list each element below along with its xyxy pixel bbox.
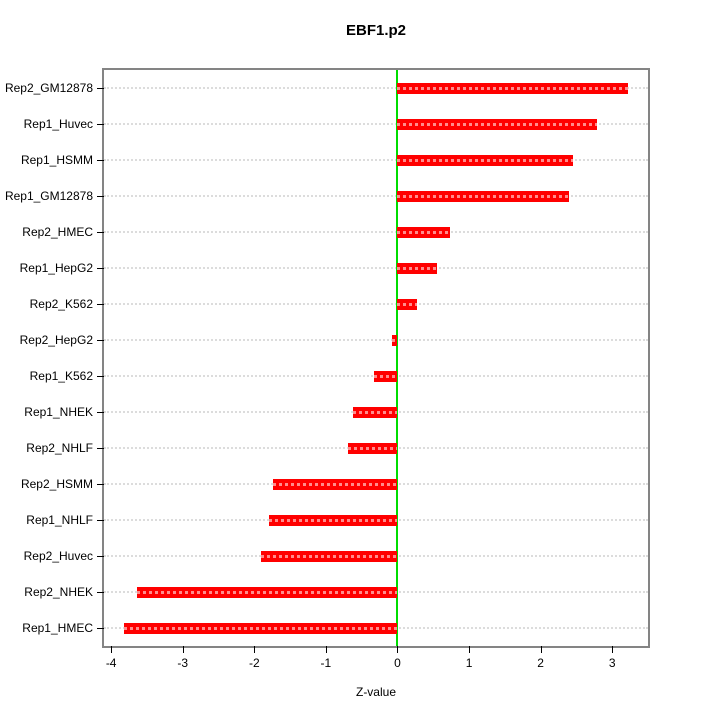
gridline <box>104 303 648 305</box>
gridline <box>104 159 648 161</box>
x-tick <box>469 646 471 653</box>
y-axis-label-Rep1_HepG2: Rep1_HepG2 <box>19 261 93 275</box>
bar-Rep2_HSMM <box>272 478 398 490</box>
y-tick <box>97 484 104 485</box>
gridline <box>104 267 648 269</box>
y-axis-label-Rep2_NHEK: Rep2_NHEK <box>24 585 93 599</box>
y-axis-label-Rep1_Huvec: Rep1_Huvec <box>23 117 93 131</box>
y-tick <box>97 88 104 89</box>
x-tick-label-3: 3 <box>608 656 616 670</box>
bar-Rep2_NHEK <box>136 586 398 598</box>
x-tick-label--2: -2 <box>248 656 260 670</box>
y-axis-label-Rep1_HSMM: Rep1_HSMM <box>20 153 93 167</box>
bar-Rep2_HepG2 <box>391 334 398 346</box>
bar-Rep1_GM12878 <box>397 190 570 202</box>
bar-Rep2_HMEC <box>397 226 450 238</box>
y-axis-label-Rep2_HepG2: Rep2_HepG2 <box>19 333 93 347</box>
y-tick <box>97 412 104 413</box>
y-tick <box>97 232 104 233</box>
chart-title: EBF1.p2 <box>345 22 406 39</box>
plot-area <box>104 70 648 646</box>
bar-Rep1_Huvec <box>397 118 598 130</box>
x-axis-title: Z-value <box>355 685 396 699</box>
x-tick <box>325 646 327 653</box>
y-axis-label-Rep2_HSMM: Rep2_HSMM <box>20 477 93 491</box>
bar-Rep1_K562 <box>373 370 398 382</box>
x-tick <box>111 646 113 653</box>
y-axis-label-Rep1_GM12878: Rep1_GM12878 <box>4 189 93 203</box>
y-tick <box>97 160 104 161</box>
gridline <box>104 123 648 125</box>
gridline <box>104 339 648 341</box>
bar-Rep1_HMEC <box>124 622 398 634</box>
y-tick <box>97 268 104 269</box>
x-tick <box>397 646 399 653</box>
y-tick <box>97 448 104 449</box>
y-tick <box>97 196 104 197</box>
zero-reference-line <box>396 70 399 646</box>
bar-Rep2_GM12878 <box>397 82 629 94</box>
bar-Rep2_NHLF <box>348 442 398 454</box>
x-tick <box>612 646 614 653</box>
x-tick <box>182 646 184 653</box>
x-tick <box>540 646 542 653</box>
y-axis-label-Rep1_NHEK: Rep1_NHEK <box>24 405 93 419</box>
x-tick <box>254 646 256 653</box>
y-axis-label-Rep2_K562: Rep2_K562 <box>29 297 93 311</box>
y-axis-label-Rep2_HMEC: Rep2_HMEC <box>22 225 93 239</box>
x-tick-label--1: -1 <box>320 656 332 670</box>
y-axis-label-Rep1_HMEC: Rep1_HMEC <box>22 621 93 635</box>
bar-Rep1_NHEK <box>353 406 398 418</box>
y-tick <box>97 520 104 521</box>
y-tick <box>97 304 104 305</box>
gridline <box>104 87 648 89</box>
y-tick <box>97 124 104 125</box>
x-tick-label-1: 1 <box>465 656 473 670</box>
bar-Rep2_K562 <box>397 298 418 310</box>
y-tick <box>97 556 104 557</box>
bar-Rep2_Huvec <box>260 550 398 562</box>
plot-border <box>102 68 650 648</box>
y-axis-label-Rep2_Huvec: Rep2_Huvec <box>23 549 93 563</box>
x-tick-label-0: 0 <box>394 656 401 670</box>
y-tick <box>97 592 104 593</box>
gridline <box>104 195 648 197</box>
bar-Rep1_HepG2 <box>397 262 438 274</box>
y-axis-label-Rep1_K562: Rep1_K562 <box>29 369 93 383</box>
gridline <box>104 231 648 233</box>
x-tick-label--3: -3 <box>177 656 189 670</box>
y-axis-label-Rep2_NHLF: Rep2_NHLF <box>26 441 93 455</box>
bar-Rep1_HSMM <box>397 154 574 166</box>
y-tick <box>97 628 104 629</box>
bar-Rep1_NHLF <box>268 514 398 526</box>
y-tick <box>97 376 104 377</box>
x-tick-label--4: -4 <box>105 656 117 670</box>
y-tick <box>97 340 104 341</box>
x-tick-label-2: 2 <box>537 656 544 670</box>
y-axis-label-Rep2_GM12878: Rep2_GM12878 <box>4 81 93 95</box>
y-axis-label-Rep1_NHLF: Rep1_NHLF <box>26 513 93 527</box>
